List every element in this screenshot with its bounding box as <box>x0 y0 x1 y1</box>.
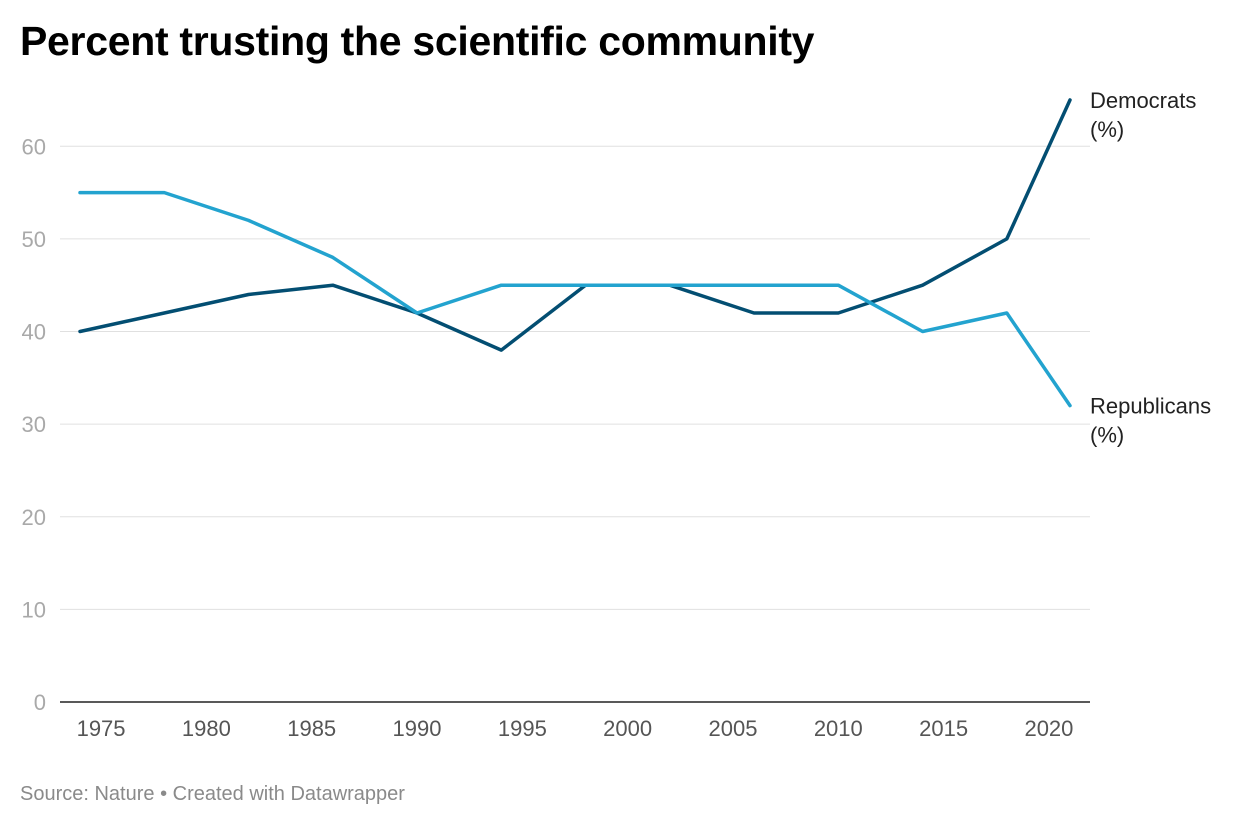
x-axis: 1975 1980 1985 1990 1995 2000 2005 2010 2015 2020 <box>60 701 1090 741</box>
series-label-republicans: Republicans (%) <box>1090 394 1211 448</box>
y-tick-label: 40 <box>22 320 46 345</box>
x-tick-label: 2005 <box>709 716 758 741</box>
y-tick-label: 50 <box>22 227 46 252</box>
series-label-democrats: Democrats (%) <box>1090 88 1196 142</box>
series-label-line: Democrats <box>1090 88 1196 113</box>
x-tick-label: 1980 <box>182 716 231 741</box>
x-tick-label: 1985 <box>287 716 336 741</box>
x-tick-label: 1990 <box>393 716 442 741</box>
y-axis: 0 10 20 30 40 50 60 <box>22 134 46 715</box>
x-tick-label: 2015 <box>919 716 968 741</box>
y-tick-label: 10 <box>22 597 46 622</box>
series-line-republicans <box>78 190 1072 408</box>
y-tick-label: 0 <box>34 690 46 715</box>
series-label-line: Republicans <box>1090 394 1211 419</box>
x-tick-label: 2010 <box>814 716 863 741</box>
series-lines <box>78 98 1072 408</box>
gridlines <box>60 145 1090 610</box>
y-tick-label: 60 <box>22 134 46 159</box>
x-tick-label: 1995 <box>498 716 547 741</box>
chart-title: Percent trusting the scientific communit… <box>20 18 815 64</box>
x-tick-label: 2020 <box>1024 716 1073 741</box>
x-tick-label: 1975 <box>77 716 126 741</box>
y-tick-label: 30 <box>22 412 46 437</box>
series-label-line: (%) <box>1090 423 1124 448</box>
series-label-line: (%) <box>1090 117 1124 142</box>
x-tick-label: 2000 <box>603 716 652 741</box>
series-labels: Democrats (%) Republicans (%) <box>1090 88 1211 448</box>
series-line-democrats <box>78 98 1072 352</box>
y-tick-label: 20 <box>22 505 46 530</box>
source-credit: Source: Nature • Created with Datawrappe… <box>20 783 405 805</box>
